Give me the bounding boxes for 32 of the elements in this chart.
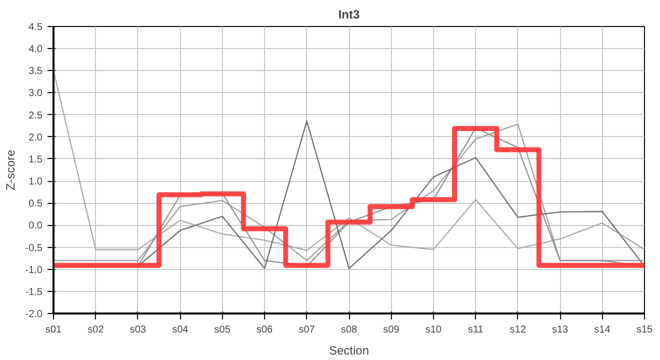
x-tick-label: s05 (214, 324, 231, 336)
x-tick-label: s14 (594, 324, 611, 336)
y-tick-label: 4.0 (28, 44, 43, 56)
x-tick-label: s03 (130, 324, 146, 336)
x-tick-label: s08 (340, 324, 358, 336)
x-axis-title: Section (328, 344, 370, 358)
x-tick-label: s09 (383, 324, 400, 336)
y-tick-label: 3.0 (28, 88, 43, 100)
x-tick-label: s10 (425, 324, 442, 336)
x-tick-label: s01 (45, 324, 62, 336)
x-tick-label: s11 (468, 324, 484, 336)
x-tick-label: s02 (88, 324, 104, 336)
y-tick-label: 1.0 (28, 176, 43, 188)
x-tick-label: s04 (172, 324, 189, 336)
y-tick-label: -1.0 (25, 264, 43, 276)
y-tick-label: 4.5 (28, 22, 43, 33)
y-tick-label: -1.5 (25, 286, 43, 298)
y-tick-label: 0.5 (28, 198, 43, 210)
y-tick-label: 2.5 (28, 110, 43, 122)
y-tick-label: -2.0 (25, 309, 43, 320)
y-tick-label: -0.5 (25, 242, 43, 254)
x-tick-label: s12 (510, 324, 526, 336)
y-tick-label: 1.5 (28, 154, 43, 166)
y-tick-label: 0.0 (28, 220, 43, 232)
y-tick-label: 3.5 (28, 66, 43, 78)
x-tick-label: s13 (552, 324, 569, 336)
x-tick-label: s15 (636, 324, 653, 336)
x-tick-label: s07 (298, 324, 316, 336)
y-tick-label: 2.0 (28, 132, 43, 144)
y-axis-title: Z-score (3, 149, 18, 190)
x-tick-label: s06 (256, 324, 274, 336)
chart-title: Int3 (338, 8, 360, 22)
